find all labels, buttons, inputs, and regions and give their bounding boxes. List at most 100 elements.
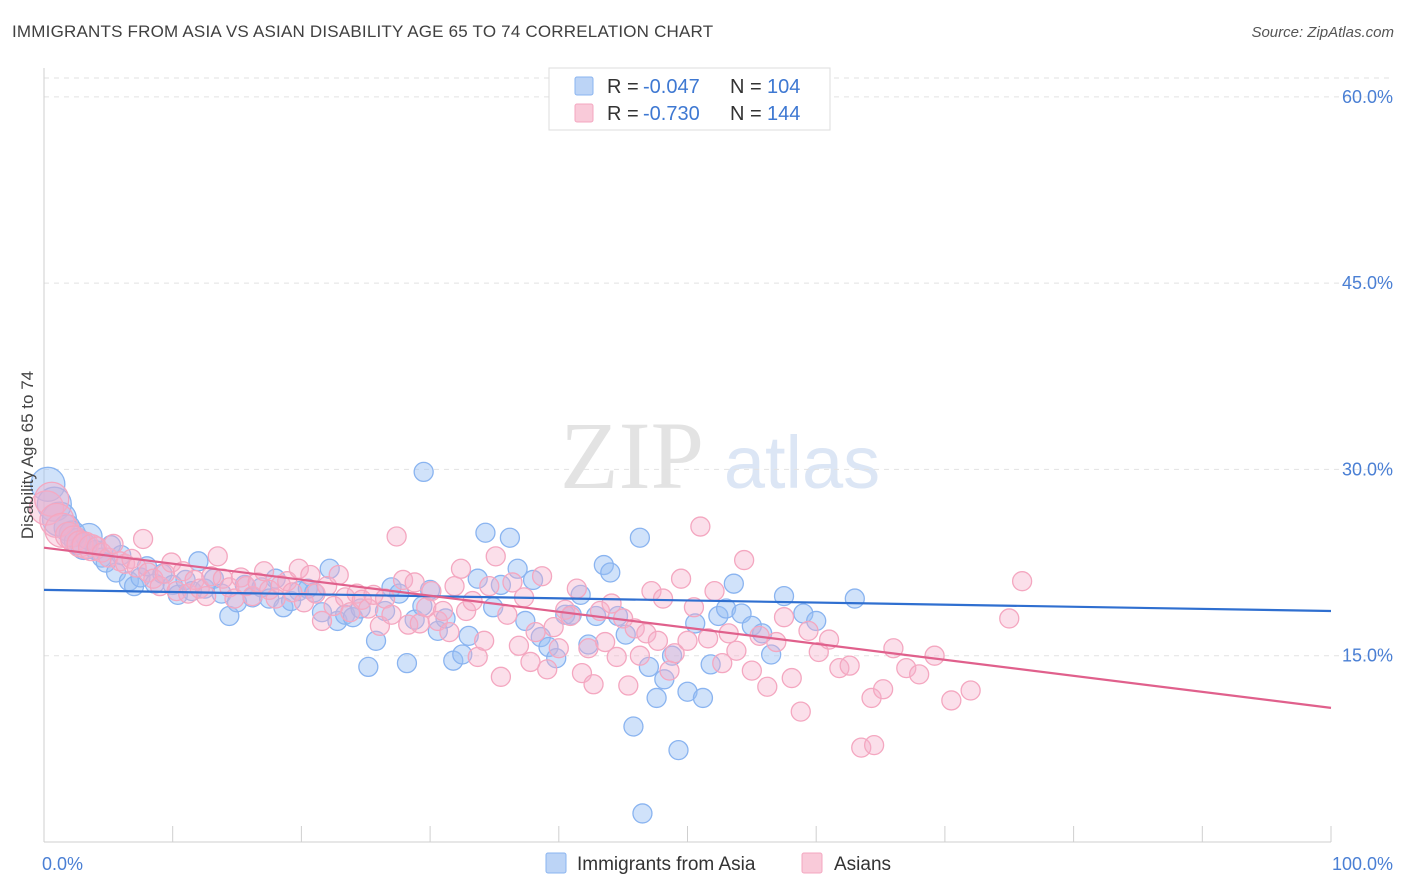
point-asians xyxy=(253,561,275,582)
correlation-legend: R = -0.047 N = 104 R = -0.730 N = 144 xyxy=(548,67,831,131)
series-legend: Immigrants from Asia Asians xyxy=(545,852,891,875)
point-asians xyxy=(636,623,657,644)
point-asians xyxy=(960,680,981,701)
point-asians xyxy=(525,621,546,643)
point-asians xyxy=(439,621,460,643)
legend-r-label-2: R = xyxy=(607,103,639,125)
point-asians xyxy=(683,597,705,618)
point-asians xyxy=(697,628,719,649)
point-asians xyxy=(839,655,860,676)
legend-r-value-1: -0.047 xyxy=(643,76,700,98)
point-asians xyxy=(386,526,407,547)
point-asians xyxy=(741,660,762,681)
point-asians xyxy=(537,659,558,680)
point-asians xyxy=(508,635,530,656)
point-asians xyxy=(485,546,506,567)
point-immigrants-from-asia xyxy=(723,573,744,594)
point-asians xyxy=(798,620,819,642)
point-asians xyxy=(490,666,512,687)
point-asians xyxy=(851,737,872,758)
bottom-legend-swatch-pink xyxy=(801,852,823,874)
point-asians xyxy=(766,631,787,653)
point-asians xyxy=(404,572,425,593)
legend-swatch-blue xyxy=(574,76,594,96)
source-credit: Source: ZipAtlas.com xyxy=(1251,24,1394,41)
point-immigrants-from-asia xyxy=(458,625,479,646)
point-asians xyxy=(288,558,309,579)
legend-r-label-1: R = xyxy=(607,76,639,98)
point-asians xyxy=(757,676,778,697)
legend-box xyxy=(548,67,831,131)
point-immigrants-from-asia xyxy=(715,598,737,619)
trend-line-immigrants-from-asia xyxy=(43,588,1332,613)
x-tick-label: 0.0% xyxy=(42,854,83,874)
x-tick-labels: 0.0% 100.0% xyxy=(42,854,1393,874)
point-asians xyxy=(474,630,495,651)
point-immigrants-from-asia xyxy=(538,636,559,658)
point-asians xyxy=(773,607,795,628)
point-asians xyxy=(629,645,651,666)
point-asians xyxy=(909,664,930,685)
point-asians xyxy=(618,675,639,696)
legend-n-value-2: 144 xyxy=(767,103,800,125)
point-asians xyxy=(543,616,564,638)
point-asians xyxy=(606,646,627,668)
point-immigrants-from-asia xyxy=(692,687,714,709)
point-asians xyxy=(432,600,454,622)
point-immigrants-from-asia xyxy=(311,602,333,623)
point-asians xyxy=(444,576,465,597)
point-asians xyxy=(924,645,945,666)
point-asians xyxy=(690,516,711,537)
watermark-zip: ZIP xyxy=(560,402,704,509)
point-immigrants-from-asia xyxy=(467,568,488,589)
point-asians xyxy=(132,528,154,550)
point-asians xyxy=(497,604,518,625)
point-immigrants-from-asia xyxy=(708,605,729,627)
point-asians xyxy=(520,651,541,673)
point-asians xyxy=(531,566,553,587)
point-immigrants-from-asia xyxy=(365,630,387,651)
legend-n-value-1: 104 xyxy=(767,76,800,98)
point-asians xyxy=(328,564,349,586)
point-immigrants-from-asia xyxy=(600,562,621,583)
point-asians xyxy=(726,640,747,661)
point-immigrants-from-asia xyxy=(761,644,782,665)
y-tick-label: 30.0% xyxy=(1342,459,1393,479)
point-immigrants-from-asia xyxy=(515,610,536,632)
point-asians xyxy=(548,638,569,659)
point-asians xyxy=(154,563,176,584)
point-asians xyxy=(733,549,755,571)
point-asians xyxy=(311,610,333,632)
y-axis-title: Disability Age 65 to 74 xyxy=(18,371,37,539)
point-asians xyxy=(670,568,692,589)
trend-line-asians xyxy=(43,546,1332,709)
bottom-legend-label-2: Asians xyxy=(834,854,891,875)
point-immigrants-from-asia xyxy=(646,687,667,709)
point-immigrants-from-asia xyxy=(629,527,651,548)
legend-swatch-pink xyxy=(574,103,594,123)
point-asians xyxy=(863,734,885,756)
point-asians xyxy=(335,587,356,608)
axes xyxy=(43,68,1332,843)
point-asians xyxy=(664,643,685,664)
chart-title: IMMIGRANTS FROM ASIA VS ASIAN DISABILITY… xyxy=(12,22,714,41)
point-asians xyxy=(103,533,124,555)
point-asians xyxy=(1011,571,1033,592)
point-asians xyxy=(235,576,257,597)
point-asians xyxy=(659,660,680,681)
point-asians xyxy=(54,521,83,549)
point-immigrants-from-asia xyxy=(677,681,698,702)
point-asians xyxy=(647,630,669,651)
point-immigrants-from-asia xyxy=(475,522,496,543)
point-asians xyxy=(282,582,303,603)
y-tick-label: 45.0% xyxy=(1342,273,1393,293)
bottom-legend-label-1: Immigrants from Asia xyxy=(577,854,756,875)
point-asians xyxy=(450,558,472,579)
point-asians xyxy=(455,600,477,622)
point-asians xyxy=(999,608,1020,629)
point-immigrants-from-asia xyxy=(413,461,434,483)
point-asians xyxy=(594,631,616,653)
point-asians xyxy=(712,653,733,674)
point-asians xyxy=(566,578,587,599)
point-asians xyxy=(652,588,674,609)
